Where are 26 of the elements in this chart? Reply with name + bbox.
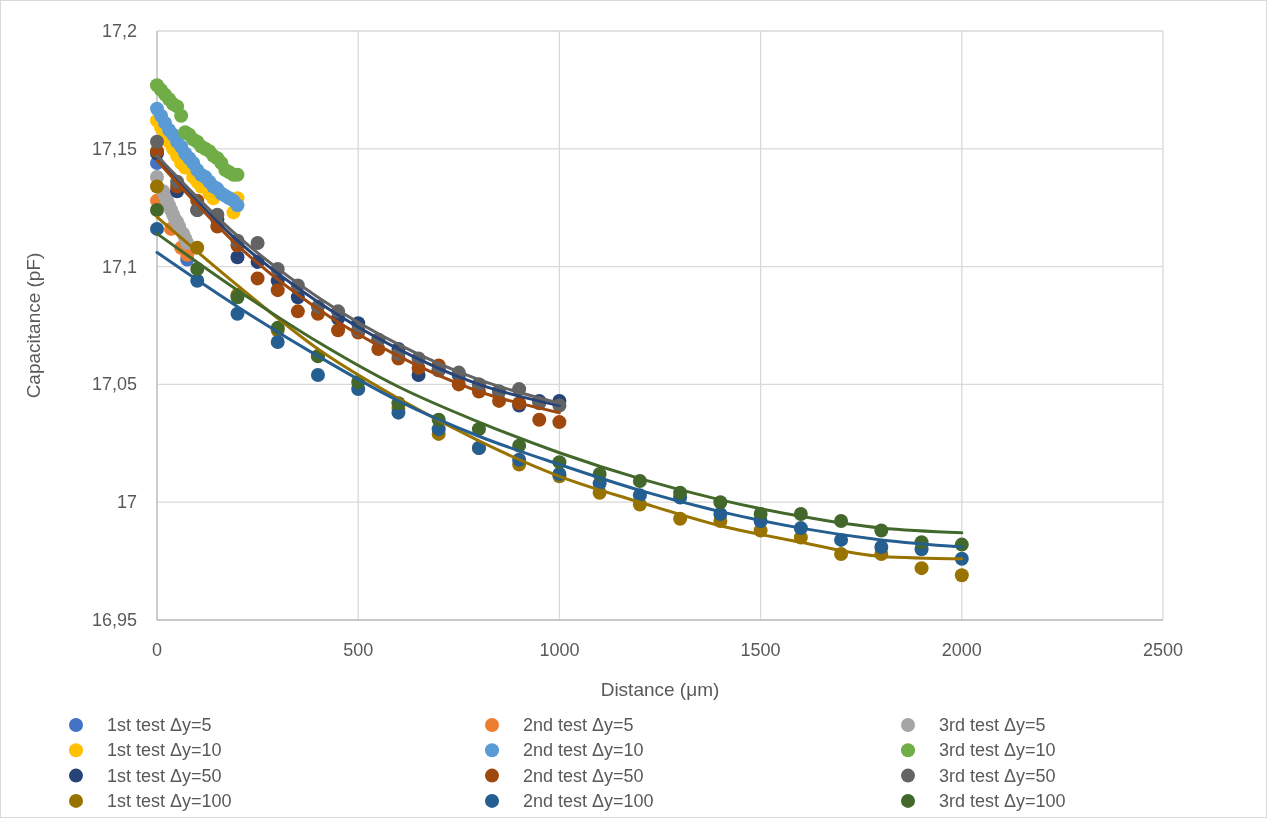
y-tick-label: 17,05 xyxy=(91,374,137,395)
y-tick-label: 17 xyxy=(116,492,137,513)
x-axis-title: Distance (μm) xyxy=(600,679,720,700)
y-axis-title: Capacitance (pF) xyxy=(23,252,44,399)
x-tick-label: 0 xyxy=(151,640,163,660)
y-tick-label: 17,1 xyxy=(101,256,137,277)
y-tick-label: 17,15 xyxy=(91,138,137,159)
x-tick-label: 2500 xyxy=(1142,640,1184,660)
legend-label: 1st test Δy=10 xyxy=(107,740,222,761)
legend-label: 2nd test Δy=5 xyxy=(523,715,634,735)
legend-label: 2nd test Δy=10 xyxy=(523,740,644,761)
legend-label: 3rd test Δy=50 xyxy=(939,765,1056,786)
y-tick-label: 16,95 xyxy=(91,610,137,630)
x-tick-label: 2000 xyxy=(941,640,982,660)
legend-label: 2nd test Δy=50 xyxy=(523,765,644,786)
legend-label: 3rd test Δy=5 xyxy=(939,715,1046,735)
x-tick-label: 1000 xyxy=(539,640,580,660)
x-tick-label: 500 xyxy=(343,640,374,660)
legend-label: 1st test Δy=5 xyxy=(107,715,212,735)
legend-label: 1st test Δy=50 xyxy=(107,765,222,786)
legend-label: 2nd test Δy=100 xyxy=(523,790,654,811)
legend-label: 3rd test Δy=10 xyxy=(939,740,1056,761)
legend-label: 1st test Δy=100 xyxy=(107,790,232,811)
x-tick-label: 1500 xyxy=(740,640,781,660)
legend-label: 3rd test Δy=100 xyxy=(939,790,1066,811)
y-tick-label: 17,2 xyxy=(101,21,137,41)
